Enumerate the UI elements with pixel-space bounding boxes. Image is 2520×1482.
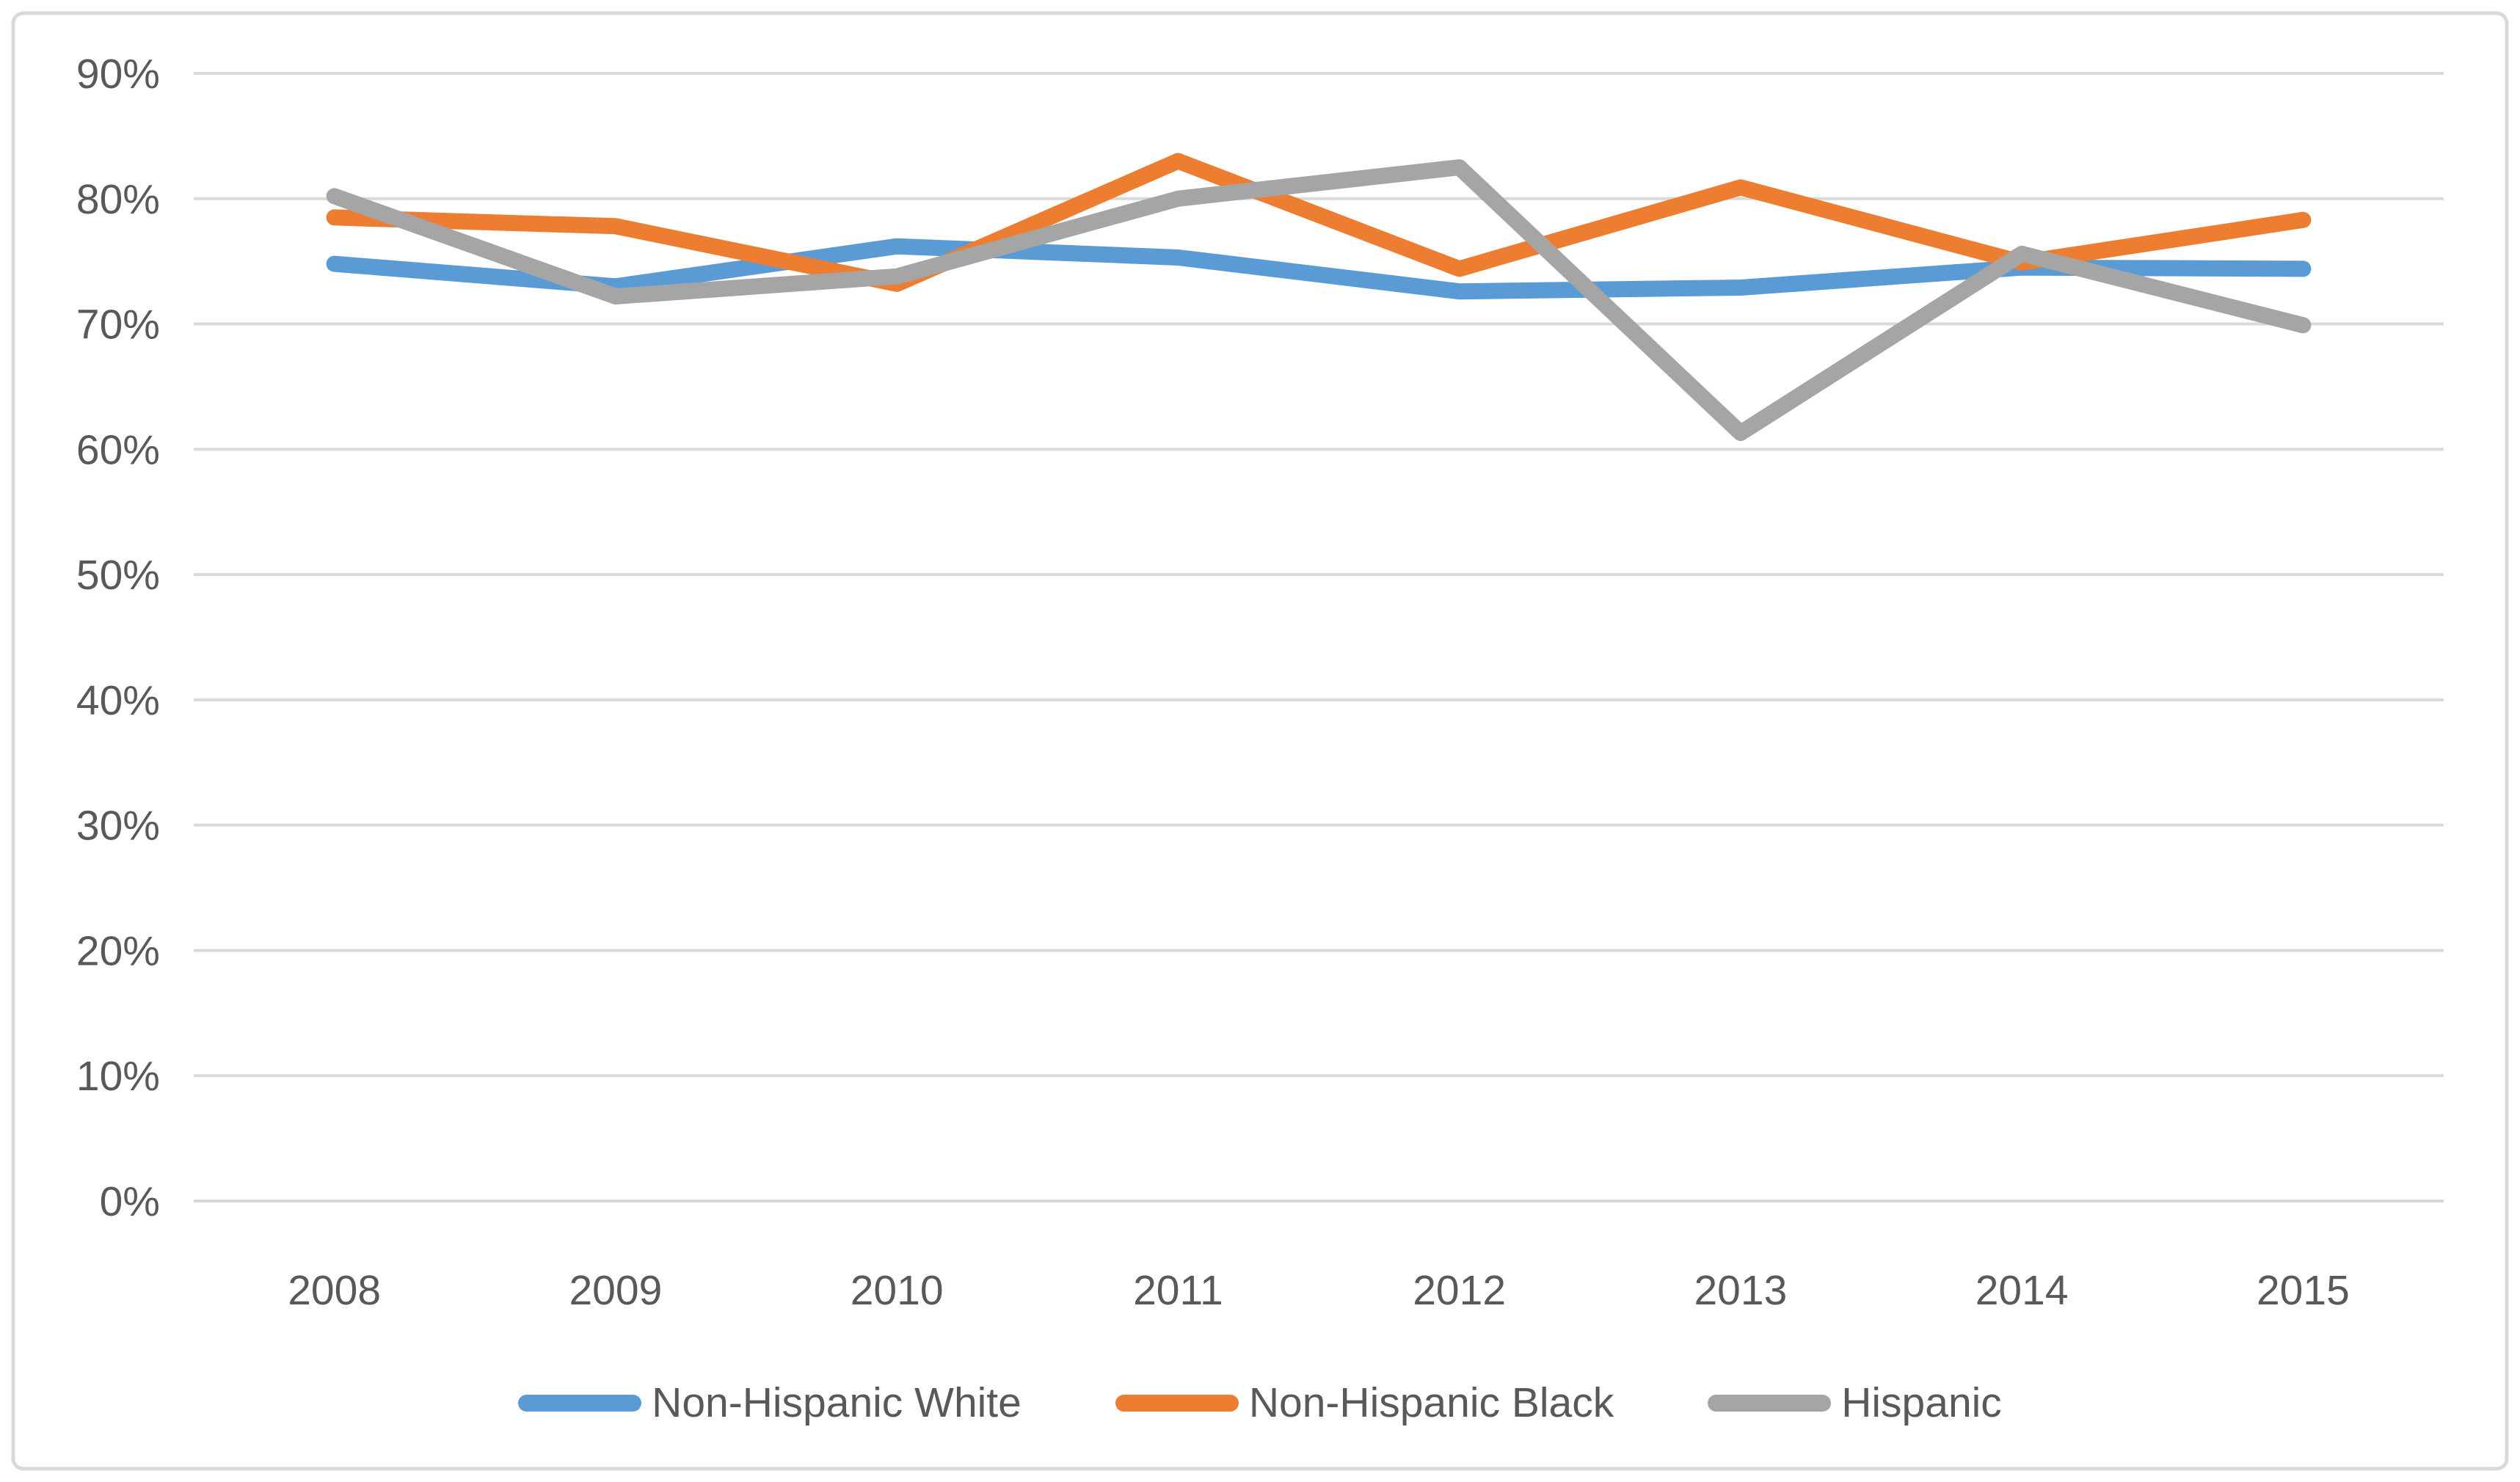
x-tick-label-2011: 2011: [1133, 1267, 1223, 1314]
series-lines-group: [326, 153, 2312, 442]
y-tick-label-60%: 60%: [76, 426, 160, 473]
y-tick-label-30%: 30%: [76, 803, 160, 850]
y-tick-label-10%: 10%: [76, 1053, 160, 1100]
y-axis-tick-labels: 0% 10% 20% 30% 40% 50% 60% 70% 80% 90%: [76, 51, 160, 1225]
x-tick-label-2014: 2014: [1975, 1267, 2069, 1314]
chart-outer-border: [11, 11, 2509, 1471]
series-line-non-hispanic-black: [326, 153, 2312, 292]
legend-item-non-hispanic-black: Non-Hispanic Black: [1115, 1379, 1614, 1426]
x-tick-label-2012: 2012: [1413, 1267, 1506, 1314]
x-axis-tick-labels: 2008 2009 2010 2011 2012 2013 2014 2015: [288, 1267, 2350, 1314]
series-line-non-hispanic-white: [326, 238, 2312, 300]
y-tick-label-0%: 0%: [100, 1178, 160, 1225]
legend-item-hispanic: Hispanic: [1708, 1379, 2002, 1426]
x-tick-label-2013: 2013: [1694, 1267, 1787, 1314]
x-tick-label-2009: 2009: [569, 1267, 662, 1314]
y-tick-label-40%: 40%: [76, 677, 160, 724]
series-line-hispanic: [326, 159, 2312, 442]
y-tick-label-50%: 50%: [76, 552, 160, 599]
x-tick-label-2015: 2015: [2257, 1267, 2350, 1314]
x-tick-label-2008: 2008: [288, 1267, 381, 1314]
legend-swatch-non-hispanic-black: [1115, 1394, 1239, 1412]
legend-label-hispanic: Hispanic: [1841, 1379, 2002, 1426]
y-tick-label-20%: 20%: [76, 927, 160, 974]
legend-swatch-hispanic: [1708, 1394, 1832, 1412]
y-tick-label-70%: 70%: [76, 302, 160, 348]
y-tick-label-80%: 80%: [76, 176, 160, 223]
x-tick-label-2010: 2010: [851, 1267, 944, 1314]
legend-label-non-hispanic-white: Non-Hispanic White: [652, 1379, 1022, 1426]
legend-label-non-hispanic-black: Non-Hispanic Black: [1248, 1379, 1614, 1426]
legend-item-non-hispanic-white: Non-Hispanic White: [518, 1379, 1022, 1426]
chart-legend: Non-Hispanic White Non-Hispanic Black Hi…: [0, 1373, 2520, 1432]
gridlines-group: [194, 72, 2444, 1202]
y-tick-label-90%: 90%: [76, 51, 160, 98]
legend-swatch-non-hispanic-white: [518, 1394, 642, 1412]
